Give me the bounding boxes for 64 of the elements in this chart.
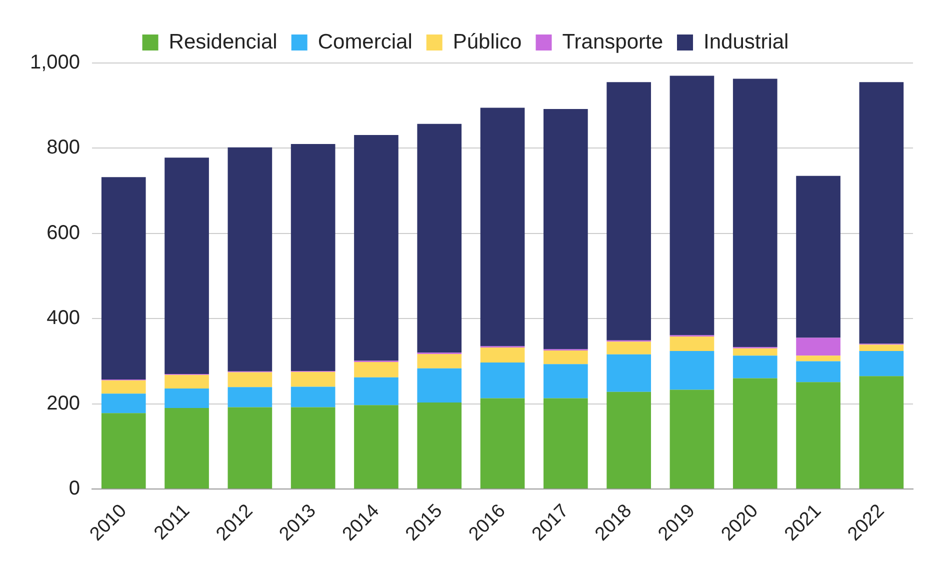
bar [796, 361, 840, 382]
legend-label: Residencial [168, 30, 278, 54]
bar [732, 378, 778, 488]
bar [670, 390, 714, 488]
bar [859, 350, 904, 376]
bar [164, 158, 209, 374]
bar [859, 344, 904, 351]
bar [480, 348, 525, 362]
bar [796, 382, 840, 488]
bar [101, 177, 146, 380]
bar [796, 176, 840, 338]
bar [859, 376, 904, 488]
bar [417, 354, 462, 368]
bar [480, 108, 525, 346]
bar [101, 394, 146, 414]
y-tick-label: 800 [46, 136, 80, 159]
bar [796, 338, 840, 356]
bar [354, 405, 398, 488]
bar [354, 362, 398, 378]
bar [228, 387, 272, 408]
bar [354, 134, 398, 361]
legend-label: Público [452, 30, 522, 54]
bar [606, 82, 651, 340]
bar [859, 82, 904, 344]
bar [606, 342, 651, 354]
bar [606, 392, 651, 488]
bar [101, 413, 146, 488]
bar [670, 350, 714, 390]
bar [544, 350, 588, 364]
bar [164, 374, 209, 388]
y-tick-label: 200 [46, 392, 80, 414]
bar [544, 398, 588, 488]
bar [290, 144, 336, 371]
bar [354, 377, 398, 406]
bar [796, 356, 840, 362]
bar [480, 362, 525, 398]
bar [417, 368, 462, 403]
y-tick-label: 400 [46, 307, 80, 330]
bar [164, 408, 209, 488]
bar [732, 78, 778, 348]
bar [290, 407, 336, 488]
y-tick-label: 0 [68, 478, 80, 500]
bar [164, 388, 209, 408]
y-tick-label: 600 [46, 222, 80, 244]
bar [417, 124, 462, 353]
y-tick-label: 1,000 [30, 52, 80, 74]
bar [670, 76, 714, 336]
bar [228, 147, 272, 372]
legend-label: Industrial [704, 30, 789, 54]
legend-label: Comercial [318, 30, 412, 54]
bar [544, 109, 588, 350]
bar [670, 336, 714, 351]
bar [290, 372, 336, 387]
bar [101, 380, 146, 394]
bar [606, 354, 651, 392]
bar [480, 398, 525, 488]
bar [544, 364, 588, 398]
bar [290, 386, 336, 408]
bar [417, 402, 462, 488]
bar [228, 407, 272, 488]
legend-label: Transporte [562, 30, 664, 54]
bar [732, 348, 778, 356]
bar [228, 372, 272, 388]
bar [732, 356, 778, 378]
